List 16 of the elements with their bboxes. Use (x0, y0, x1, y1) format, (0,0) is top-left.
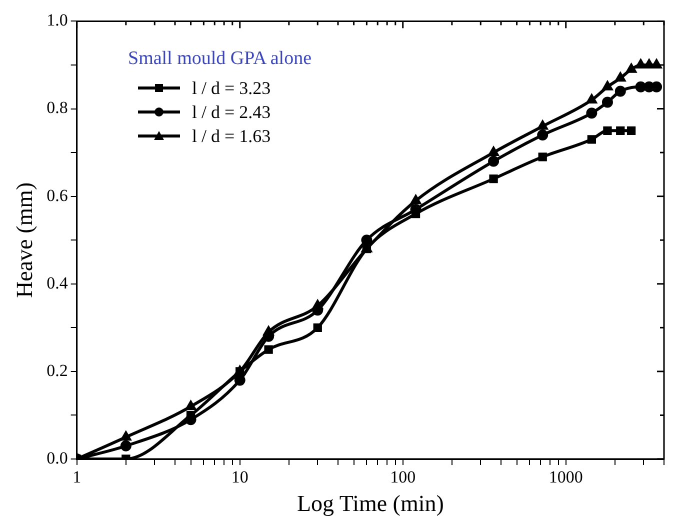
y-tick-label: 0.6 (46, 186, 68, 205)
y-tick-label: 0.0 (46, 448, 68, 468)
x-tick-label: 1 (72, 468, 82, 487)
legend-label: l / d = 2.43 (192, 101, 271, 124)
x-axis-title: Log Time (min) (296, 491, 444, 516)
legend-label: l / d = 1.63 (192, 125, 271, 148)
y-axis-title: Heave (mm) (12, 182, 37, 298)
x-tick-label: 100 (390, 468, 416, 487)
x-tick-label: 10 (231, 468, 248, 487)
y-tick-label: 0.4 (46, 273, 68, 292)
y-tick-label: 0.2 (46, 360, 68, 380)
legend-title: Small mould GPA alone (128, 48, 312, 70)
y-tick-label: 0.8 (46, 98, 68, 118)
legend-label: l / d = 3.23 (192, 77, 271, 100)
x-tick-label: 1000 (548, 468, 583, 487)
y-tick-label: 1.0 (46, 10, 68, 30)
